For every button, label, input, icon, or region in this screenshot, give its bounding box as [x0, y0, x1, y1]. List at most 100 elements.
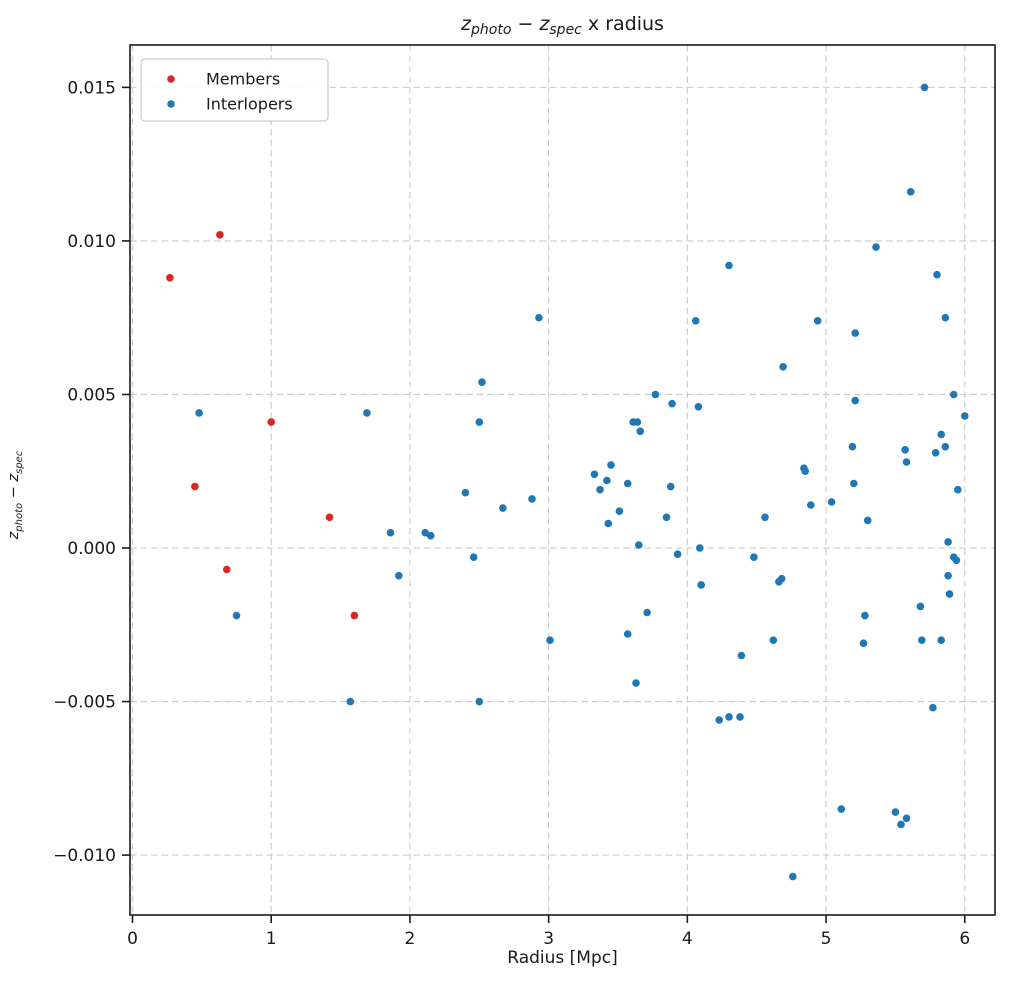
plot-frame — [129, 44, 996, 916]
data-points — [166, 83, 969, 881]
interlopers-point — [779, 363, 787, 371]
interlopers-point — [902, 814, 911, 823]
interlopers-point — [395, 571, 403, 580]
interlopers-point — [777, 574, 786, 583]
interlopers-point — [850, 479, 858, 488]
interlopers-point — [694, 403, 703, 411]
interlopers-point — [920, 83, 929, 92]
interlopers-point — [937, 430, 945, 439]
interlopers-point — [386, 528, 395, 537]
interlopers-point — [954, 485, 962, 494]
interlopers-point — [475, 418, 484, 426]
interlopers-point — [475, 697, 484, 706]
interlopers-point — [725, 713, 733, 721]
y-tick-label: −0.010 — [53, 846, 116, 866]
interlopers-point — [863, 516, 872, 525]
members-point — [350, 611, 359, 620]
interlopers-point — [944, 571, 952, 580]
interlopers-point — [603, 476, 611, 485]
title-fragment: spec — [549, 22, 582, 38]
interlopers-point — [596, 485, 604, 494]
interlopers-point — [827, 498, 836, 506]
interlopers-point — [195, 409, 203, 417]
title-fragment: z — [460, 13, 472, 35]
interlopers-point — [662, 513, 671, 522]
interlopers-point — [725, 261, 733, 270]
interlopers-point — [697, 581, 705, 589]
members-legend-marker — [167, 75, 175, 83]
interlopers-point — [761, 513, 769, 522]
interlopers-point — [916, 602, 925, 611]
interlopers-point — [651, 390, 660, 399]
interlopers-point — [232, 611, 241, 620]
interlopers-point — [807, 501, 815, 509]
tick-labels: 0 1 2 3 4 5 6 −0.010 −0.005 0.000 0.005 0.010 0.015 — [53, 78, 970, 949]
interlopers-point — [929, 703, 937, 712]
y-tick-label: 0.000 — [67, 539, 116, 559]
interlopers-point — [623, 479, 632, 488]
interlopers-point — [546, 636, 554, 644]
y-axis-label: zphoto − zspec — [6, 450, 25, 540]
interlopers-point — [528, 495, 536, 503]
interlopers-point — [961, 412, 969, 420]
interlopers-point — [673, 550, 682, 558]
x-tick-label: 0 — [127, 929, 138, 949]
interlopers-point — [945, 590, 954, 598]
title-fragment: z — [6, 531, 22, 540]
members-point — [267, 418, 276, 426]
interlopers-point — [851, 396, 859, 405]
interlopers-point — [363, 409, 371, 417]
y-tick-label: 0.015 — [67, 78, 116, 98]
interlopers-point — [590, 470, 599, 479]
interlopers-point — [643, 608, 651, 617]
interlopers-point — [937, 636, 945, 644]
interlopers-point — [632, 679, 640, 687]
interlopers-point — [499, 504, 507, 512]
y-tick-label: −0.005 — [53, 693, 116, 713]
interlopers-point — [535, 313, 543, 322]
interlopers-point — [851, 329, 859, 337]
members-point — [216, 231, 224, 239]
interlopers-point — [848, 442, 857, 451]
title-fragment: − — [511, 13, 539, 35]
legend-box — [140, 58, 329, 122]
interlopers-point — [737, 651, 746, 660]
interlopers-point — [906, 188, 915, 196]
interlopers-point — [801, 467, 809, 476]
interlopers-point — [949, 390, 958, 399]
interlopers-point — [897, 820, 905, 829]
interlopers-point — [891, 808, 900, 816]
interlopers-point — [478, 378, 486, 387]
title-fragment: z — [538, 13, 550, 35]
title-fragment: photo — [14, 503, 25, 533]
interlopers-point — [607, 461, 615, 469]
members-point — [223, 565, 231, 574]
title-fragment: x radius — [582, 13, 664, 35]
interlopers-point — [941, 442, 950, 451]
interlopers-point — [604, 519, 613, 528]
interlopers-point — [736, 713, 744, 721]
interlopers-point — [941, 313, 950, 322]
title-fragment: z — [6, 474, 22, 483]
x-tick-label: 5 — [821, 929, 832, 949]
x-tick-label: 3 — [543, 929, 554, 949]
interlopers-point — [615, 507, 624, 515]
y-tick-label: 0.005 — [67, 385, 116, 405]
interlopers-point — [918, 636, 926, 644]
legend-item-label: Interlopers — [206, 95, 293, 114]
interlopers-point — [696, 544, 704, 552]
interlopers-point — [666, 482, 675, 491]
title-fragment: − — [6, 482, 22, 503]
interlopers-point — [461, 488, 470, 497]
x-tick-label: 6 — [959, 929, 970, 949]
interlopers-point — [668, 399, 676, 408]
interlopers-point — [872, 243, 880, 251]
interlopers-point — [469, 553, 478, 561]
x-tick-label: 1 — [266, 929, 277, 949]
legend-item-label: Members — [206, 70, 280, 89]
chart-title: zphoto − zspec x radius — [460, 13, 664, 38]
x-tick-label: 4 — [682, 929, 693, 949]
